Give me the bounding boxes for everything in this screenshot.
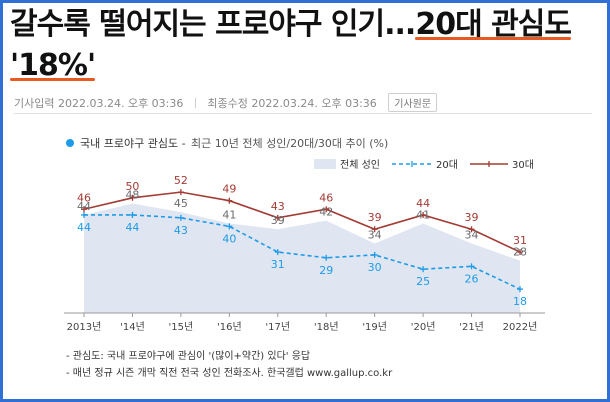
x-tick-label: '18년 bbox=[314, 321, 339, 333]
area-total-data-label: 28 bbox=[513, 246, 527, 259]
legend-label-30s: 30대 bbox=[512, 159, 534, 171]
area-total-data-label: 45 bbox=[174, 197, 188, 210]
x-tick-label: '16년 bbox=[217, 321, 242, 333]
x-tick-label: 2013년 bbox=[67, 321, 102, 333]
line-30s-data-label: 43 bbox=[271, 200, 285, 213]
line-30s-data-label: 44 bbox=[416, 197, 430, 210]
headline: 갈수록 떨어지는 프로야구 인기...20대 관심도 '18%' bbox=[10, 4, 600, 86]
line-20s-data-label: 29 bbox=[319, 264, 333, 277]
line-20s-data-label: 40 bbox=[222, 232, 236, 245]
note-definition: - 관심도: 국내 프로야구에 관심이 '(많이+약간) 있다' 응답 bbox=[66, 351, 311, 362]
line-30s-data-label: 39 bbox=[465, 211, 479, 224]
meta-divider bbox=[194, 98, 196, 108]
legend-label-20s: 20대 bbox=[436, 159, 458, 171]
area-total-data-label: 41 bbox=[416, 209, 430, 222]
chart-title: 국내 프로야구 관심도 - bbox=[80, 137, 186, 150]
area-total-data-label: 44 bbox=[77, 200, 91, 213]
x-tick-label: 2022년 bbox=[503, 321, 538, 333]
line-20s-data-label: 43 bbox=[174, 224, 188, 237]
line-20s-data-label: 26 bbox=[465, 272, 479, 285]
headline-part-1: 갈수록 떨어지는 프로야구 인기... bbox=[10, 7, 416, 42]
area-total-data-label: 42 bbox=[319, 206, 333, 219]
x-tick-label: '15년 bbox=[169, 321, 194, 333]
line-20s-data-label: 25 bbox=[416, 275, 430, 288]
line-20s-data-label: 44 bbox=[125, 221, 139, 234]
headline-part-2: 20대 관심도 bbox=[415, 7, 572, 42]
line-30s bbox=[83, 191, 521, 253]
area-total-data-label: 48 bbox=[125, 189, 139, 202]
x-tick-label: '14년 bbox=[120, 321, 145, 333]
divider bbox=[14, 113, 592, 114]
area-total-data-label: 41 bbox=[222, 209, 236, 222]
original-article-button[interactable]: 기사원문 bbox=[388, 93, 438, 112]
line-30s-data-label: 46 bbox=[319, 191, 333, 204]
x-tick-label: '19년 bbox=[362, 321, 387, 333]
headline-part-3: '18%' bbox=[10, 48, 96, 83]
line-20s-data-label: 30 bbox=[368, 261, 382, 274]
line-30s-data-label: 46 bbox=[77, 191, 91, 204]
line-20s-data-label: 31 bbox=[271, 258, 285, 271]
chart-notes: - 관심도: 국내 프로야구에 관심이 '(많이+약간) 있다' 응답 - 매년… bbox=[66, 348, 392, 382]
area-total-data-label: 34 bbox=[368, 229, 382, 242]
modified-date: 최종수정 2022.03.24. 오후 03:36 bbox=[207, 97, 377, 110]
line-30s-data-label: 52 bbox=[174, 174, 188, 187]
bullet-dot-icon bbox=[66, 139, 74, 147]
line-30s-data-label: 39 bbox=[368, 211, 382, 224]
note-source: - 매년 정규 시즌 개막 직전 전국 성인 전화조사. 한국갤럽 www.ga… bbox=[66, 368, 393, 379]
chart-heading: 국내 프로야구 관심도 - 최근 10년 전체 성인/20대/30대 추이 (%… bbox=[66, 135, 388, 151]
line-30s-data-label: 49 bbox=[222, 183, 236, 196]
legend-swatch-total bbox=[314, 159, 336, 169]
article-meta: 기사입력 2022.03.24. 오후 03:36 최종수정 2022.03.2… bbox=[14, 93, 438, 112]
line-20s-data-label: 18 bbox=[513, 295, 527, 308]
x-tick-label: '20년 bbox=[411, 321, 436, 333]
legend-label-total: 전체 성인 bbox=[340, 159, 380, 171]
area-total bbox=[84, 203, 520, 313]
x-tick-label: '21년 bbox=[459, 321, 484, 333]
line-30s-data-label: 50 bbox=[125, 180, 139, 193]
chart-subtitle: 최근 10년 전체 성인/20대/30대 추이 (%) bbox=[191, 137, 389, 150]
area-total-data-label: 39 bbox=[271, 214, 285, 227]
line-20s-data-label: 44 bbox=[77, 221, 91, 234]
line-30s-data-label: 31 bbox=[513, 234, 527, 247]
published-date: 기사입력 2022.03.24. 오후 03:36 bbox=[14, 97, 184, 110]
line-20s bbox=[84, 214, 521, 290]
x-tick-label: '17년 bbox=[265, 321, 290, 333]
area-total-data-label: 34 bbox=[465, 229, 479, 242]
